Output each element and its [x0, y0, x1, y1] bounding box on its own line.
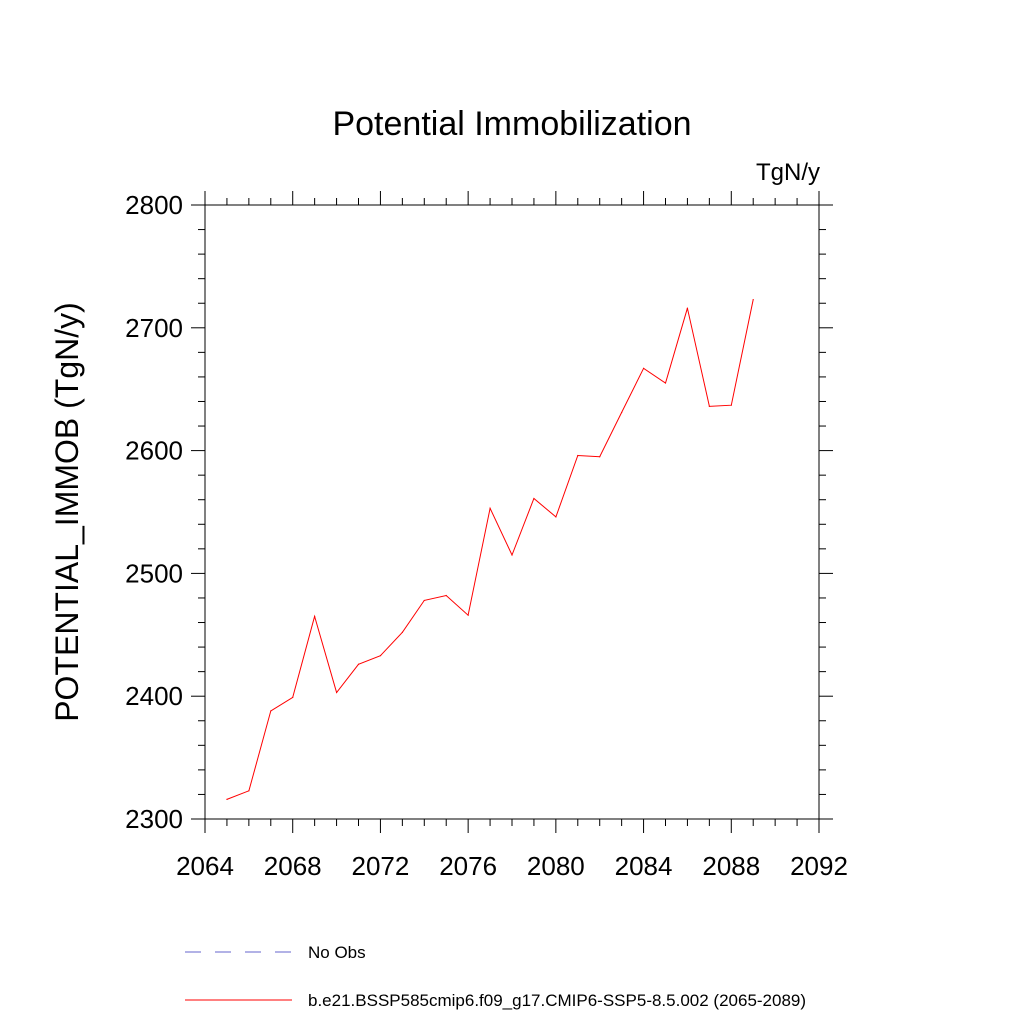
- legend-label: No Obs: [308, 943, 366, 962]
- x-tick-label: 2080: [527, 851, 585, 881]
- chart-title: Potential Immobilization: [332, 105, 691, 143]
- legend: No Obs b.e21.BSSP585cmip6.f09_g17.CMIP6-S…: [185, 943, 806, 1010]
- axis-ticks: [191, 191, 833, 833]
- data-point: [533, 497, 535, 500]
- data-point: [489, 507, 491, 509]
- x-tick-label: 2076: [439, 851, 497, 881]
- data-point: [335, 691, 338, 694]
- x-tick-label: 2072: [352, 851, 410, 881]
- data-point: [379, 655, 382, 657]
- data-point: [248, 790, 250, 792]
- plot-frame: [204, 204, 820, 820]
- data-point: [511, 554, 513, 556]
- data-point: [577, 454, 579, 457]
- data-point: [752, 298, 754, 301]
- x-tick-label: 2064: [176, 851, 234, 881]
- data-point: [642, 367, 645, 369]
- x-tick-label: 2068: [264, 851, 322, 881]
- data-point: [708, 405, 710, 407]
- data-point: [555, 516, 557, 518]
- y-tick-label: 2500: [125, 558, 183, 588]
- data-point: [357, 663, 360, 665]
- axis-tick-labels: 2064 2068 2072 2076 2080 2084 2088 2092 2300 2400…: [125, 190, 848, 881]
- x-tick-label: 2092: [790, 851, 848, 881]
- units-label: TgN/y: [756, 159, 820, 186]
- data-point: [686, 307, 689, 309]
- y-tick-label: 2800: [125, 190, 183, 220]
- y-tick-label: 2700: [125, 313, 183, 343]
- legend-label: b.e21.BSSP585cmip6.f09_g17.CMIP6-SSP5-8.…: [308, 991, 806, 1010]
- data-point: [226, 798, 228, 800]
- y-tick-label: 2400: [125, 681, 183, 711]
- x-tick-label: 2084: [615, 851, 673, 881]
- data-point: [730, 404, 732, 406]
- y-tick-label: 2600: [125, 436, 183, 466]
- y-tick-label: 2300: [125, 804, 183, 834]
- data-point: [445, 594, 447, 597]
- y-axis-label: POTENTIAL_IMMOB (TgN/y): [49, 302, 85, 722]
- data-point: [401, 631, 403, 633]
- data-point: [599, 456, 601, 458]
- series-line: [226, 299, 754, 800]
- series-layer: [226, 298, 754, 800]
- data-point: [292, 696, 294, 699]
- data-point: [664, 382, 667, 384]
- x-tick-label: 2088: [702, 851, 760, 881]
- data-point: [467, 614, 469, 616]
- data-point: [423, 599, 425, 602]
- data-point: [621, 411, 623, 414]
- data-point: [314, 615, 316, 617]
- data-point: [270, 710, 272, 712]
